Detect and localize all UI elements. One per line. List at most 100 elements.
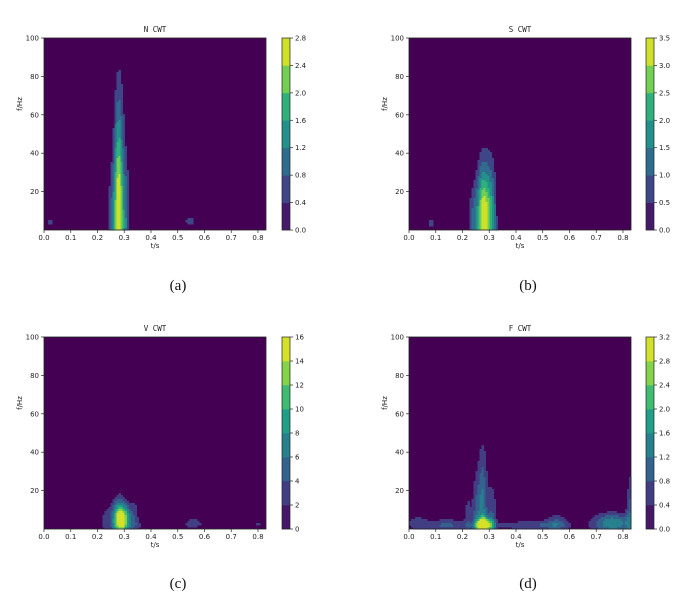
heatmap-cell (479, 164, 482, 167)
heatmap-cell (110, 527, 113, 530)
heatmap-cell (485, 204, 489, 207)
heatmap-cell (485, 218, 489, 221)
heatmap-cell (120, 224, 124, 227)
heatmap-cell (122, 138, 126, 141)
heatmap-cell (616, 519, 620, 522)
heatmap-cell (106, 513, 109, 516)
heatmap-cell (487, 160, 491, 163)
heatmap-cell (124, 170, 128, 173)
heatmap-cell (614, 517, 618, 520)
colorbar-band (282, 457, 290, 482)
heatmap-cell (114, 106, 117, 109)
heatmap-cell (425, 525, 428, 528)
heatmap-cell (469, 224, 472, 227)
heatmap-cell (116, 208, 119, 211)
heatmap-cell (461, 523, 464, 526)
heatmap-cell (604, 521, 608, 524)
heatmap-cell (467, 517, 470, 520)
heatmap-cell (126, 194, 130, 197)
heatmap-cell (493, 198, 497, 201)
heatmap-cell (120, 184, 124, 187)
heatmap-cell (485, 507, 489, 510)
heatmap-cell (491, 511, 495, 514)
heatmap-cell (120, 192, 124, 195)
heatmap-cell (122, 188, 126, 191)
x-tick-label: 0.5 (172, 533, 183, 541)
heatmap-cell (185, 523, 188, 526)
heatmap-cell (477, 527, 480, 530)
heatmap-cell (118, 216, 121, 219)
heatmap-cell (477, 499, 480, 502)
heatmap-cell (622, 519, 626, 522)
heatmap-cell (116, 503, 119, 506)
heatmap-cell (124, 220, 128, 223)
heatmap-cell (546, 521, 549, 524)
heatmap-cell (483, 473, 486, 476)
heatmap-cell (112, 160, 115, 163)
heatmap-cell (596, 527, 600, 530)
heatmap-cell (120, 110, 124, 113)
heatmap-cell (590, 521, 593, 524)
heatmap-cell (409, 523, 412, 526)
heatmap-cell (477, 192, 480, 195)
heatmap-cell (431, 222, 434, 225)
heatmap-cell (114, 158, 117, 161)
heatmap-cell (118, 154, 121, 157)
heatmap-cell (126, 190, 130, 193)
heatmap-cell (128, 515, 132, 518)
colorbar-band (282, 147, 290, 176)
heatmap-cell (421, 523, 424, 526)
heatmap-cell (116, 126, 119, 129)
heatmap-cell (473, 513, 476, 516)
heatmap-cell (487, 228, 491, 231)
heatmap-cell (114, 136, 117, 139)
heatmap-cell (445, 519, 448, 522)
heatmap-cell (122, 152, 126, 155)
colorbar-tick-label: 2.8 (659, 358, 670, 366)
heatmap-cell (471, 212, 474, 215)
heatmap-cell (429, 523, 432, 526)
heatmap-cell (495, 527, 499, 530)
heatmap-cell (114, 138, 117, 141)
heatmap-cell (126, 198, 130, 201)
heatmap-cell (471, 192, 474, 195)
heatmap-cell (477, 467, 480, 470)
heatmap-cell (473, 212, 476, 215)
heatmap-cell (489, 499, 493, 502)
heatmap-cell (491, 525, 495, 528)
heatmap-cell (475, 519, 478, 522)
heatmap-cell (493, 190, 497, 193)
heatmap-cell (483, 461, 486, 464)
heatmap-cell (120, 136, 124, 139)
heatmap-cell (606, 513, 610, 516)
heatmap-cell (110, 164, 113, 167)
heatmap-cell (189, 220, 192, 223)
heatmap-cell (489, 180, 493, 183)
heatmap-cell (469, 523, 472, 526)
heatmap-cell (481, 457, 484, 460)
heatmap-cell (451, 525, 454, 528)
heatmap-cell (116, 138, 119, 141)
heatmap-cell (568, 523, 571, 526)
x-tick-label: 0.1 (65, 234, 76, 242)
heatmap-cell (443, 519, 446, 522)
heatmap-cell (542, 525, 545, 528)
heatmap-cell (469, 220, 472, 223)
heatmap-cell (471, 509, 474, 512)
heatmap-cell (522, 527, 525, 530)
x-tick-label: 0.3 (484, 533, 495, 541)
heatmap-cell (114, 224, 117, 227)
heatmap-cell (487, 505, 491, 508)
heatmap-cell (487, 164, 491, 167)
heatmap-cell (483, 511, 486, 514)
heatmap-cell (120, 519, 124, 522)
heatmap-cell (415, 519, 418, 522)
x-tick-label: 0.3 (119, 533, 130, 541)
heatmap-cell (116, 150, 119, 153)
heatmap-cell (618, 515, 622, 518)
heatmap-cell (471, 202, 474, 205)
heatmap-cell (465, 525, 468, 528)
heatmap-cell (471, 218, 474, 221)
heatmap-cell (108, 523, 111, 526)
heatmap-cell (483, 475, 486, 478)
